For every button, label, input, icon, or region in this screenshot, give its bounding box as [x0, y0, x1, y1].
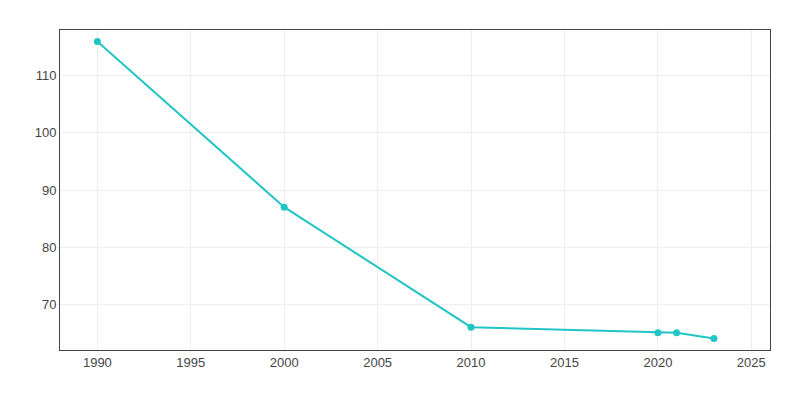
svg-text:1995: 1995: [176, 355, 205, 370]
svg-text:2010: 2010: [457, 355, 486, 370]
svg-text:2000: 2000: [270, 355, 299, 370]
svg-text:70: 70: [42, 297, 56, 312]
svg-text:2020: 2020: [643, 355, 672, 370]
svg-text:2015: 2015: [550, 355, 579, 370]
svg-text:2025: 2025: [737, 355, 766, 370]
svg-text:90: 90: [42, 183, 56, 198]
svg-text:1990: 1990: [83, 355, 112, 370]
svg-text:2005: 2005: [363, 355, 392, 370]
svg-text:110: 110: [36, 68, 57, 83]
svg-text:80: 80: [42, 240, 56, 255]
svg-text:100: 100: [35, 125, 57, 140]
